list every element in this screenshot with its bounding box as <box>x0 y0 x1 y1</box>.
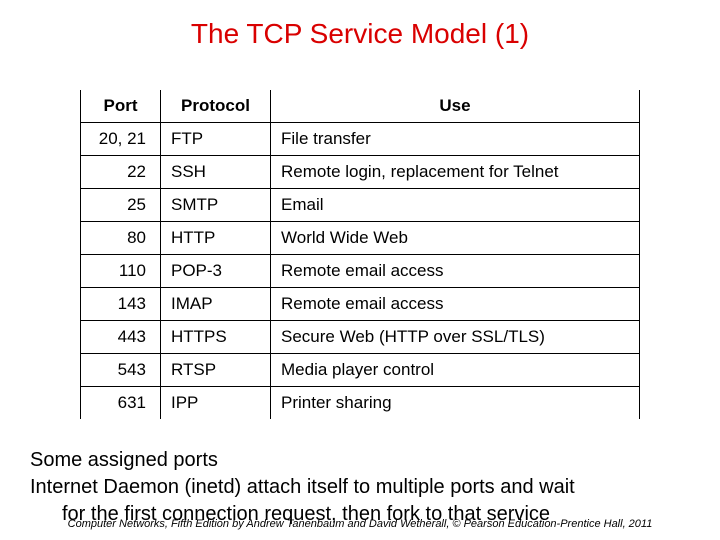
table-row: 443 HTTPS Secure Web (HTTP over SSL/TLS) <box>81 321 640 354</box>
cell-use: Remote email access <box>271 288 640 321</box>
col-header-use: Use <box>271 90 640 123</box>
cell-port: 22 <box>81 156 161 189</box>
table-row: 143 IMAP Remote email access <box>81 288 640 321</box>
cell-protocol: POP-3 <box>161 255 271 288</box>
cell-protocol: SMTP <box>161 189 271 222</box>
cell-use: Remote email access <box>271 255 640 288</box>
col-header-protocol: Protocol <box>161 90 271 123</box>
table-row: 80 HTTP World Wide Web <box>81 222 640 255</box>
footer-citation: Computer Networks, Fifth Edition by Andr… <box>0 518 720 530</box>
cell-protocol: HTTPS <box>161 321 271 354</box>
table-row: 25 SMTP Email <box>81 189 640 222</box>
caption-text: Some assigned ports Internet Daemon (ine… <box>30 447 690 528</box>
cell-use: Printer sharing <box>271 387 640 420</box>
cell-use: Secure Web (HTTP over SSL/TLS) <box>271 321 640 354</box>
slide-title: The TCP Service Model (1) <box>0 0 720 60</box>
table-row: 20, 21 FTP File transfer <box>81 123 640 156</box>
cell-port: 25 <box>81 189 161 222</box>
caption-line1: Some assigned ports <box>30 449 218 471</box>
cell-protocol: RTSP <box>161 354 271 387</box>
cell-use: World Wide Web <box>271 222 640 255</box>
caption-line2: Internet Daemon (inetd) attach itself to… <box>30 476 575 498</box>
cell-port: 110 <box>81 255 161 288</box>
cell-port: 543 <box>81 354 161 387</box>
ports-table-wrapper: Port Protocol Use 20, 21 FTP File transf… <box>80 90 640 419</box>
table-header-row: Port Protocol Use <box>81 90 640 123</box>
cell-protocol: FTP <box>161 123 271 156</box>
table-row: 22 SSH Remote login, replacement for Tel… <box>81 156 640 189</box>
cell-use: Media player control <box>271 354 640 387</box>
table-row: 110 POP-3 Remote email access <box>81 255 640 288</box>
ports-table: Port Protocol Use 20, 21 FTP File transf… <box>80 90 640 419</box>
cell-protocol: HTTP <box>161 222 271 255</box>
table-row: 543 RTSP Media player control <box>81 354 640 387</box>
cell-port: 631 <box>81 387 161 420</box>
table-row: 631 IPP Printer sharing <box>81 387 640 420</box>
cell-port: 20, 21 <box>81 123 161 156</box>
cell-protocol: SSH <box>161 156 271 189</box>
cell-use: Remote login, replacement for Telnet <box>271 156 640 189</box>
cell-port: 80 <box>81 222 161 255</box>
cell-protocol: IMAP <box>161 288 271 321</box>
col-header-port: Port <box>81 90 161 123</box>
cell-port: 143 <box>81 288 161 321</box>
cell-port: 443 <box>81 321 161 354</box>
cell-use: Email <box>271 189 640 222</box>
cell-use: File transfer <box>271 123 640 156</box>
cell-protocol: IPP <box>161 387 271 420</box>
